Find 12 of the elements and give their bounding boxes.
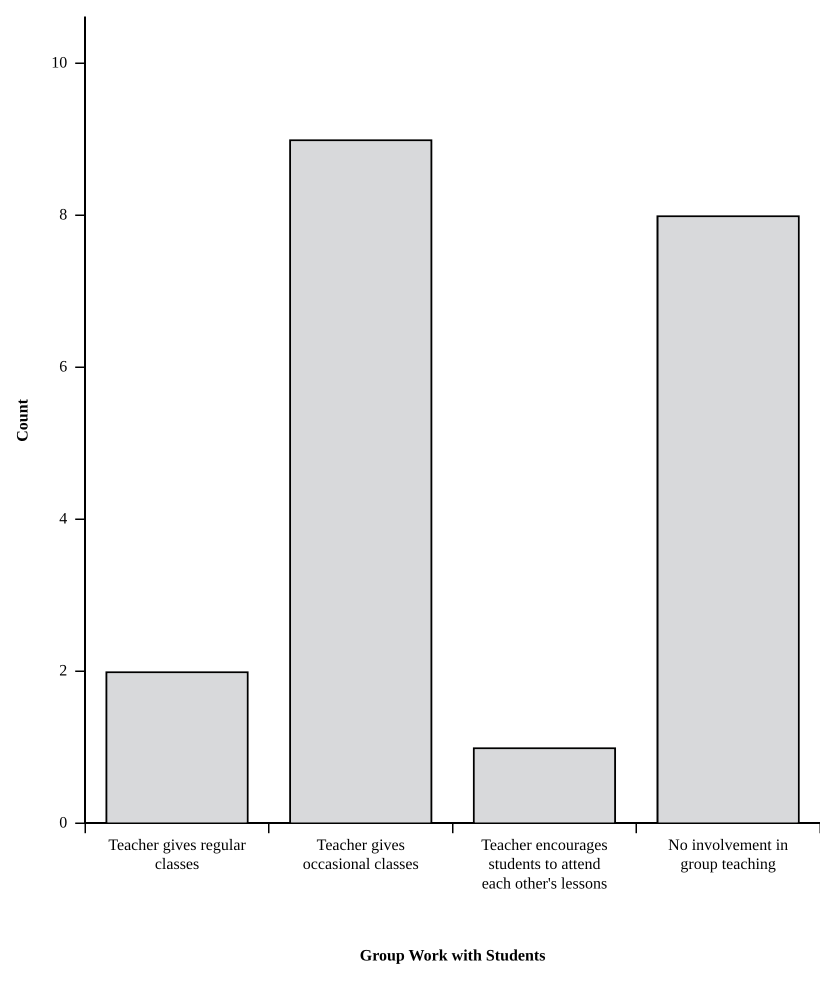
x-tick-label: Teacher gives occasional classes (302, 837, 419, 874)
y-tick-label: 10 (51, 54, 68, 72)
y-tick-label: 2 (59, 662, 68, 680)
y-tick-label: 0 (59, 814, 68, 832)
x-tick-label: Teacher encourages students to attend each other's lessons (481, 837, 608, 892)
y-tick-label: 4 (59, 510, 68, 528)
x-tick-label: Teacher gives regular classes (108, 837, 246, 874)
y-axis-title: Count (14, 398, 32, 442)
y-tick-label: 8 (59, 206, 68, 224)
x-axis-title: Group Work with Students (360, 948, 546, 965)
x-tick-label: No involvement in group teaching (668, 837, 788, 874)
y-tick-label: 6 (59, 358, 68, 376)
